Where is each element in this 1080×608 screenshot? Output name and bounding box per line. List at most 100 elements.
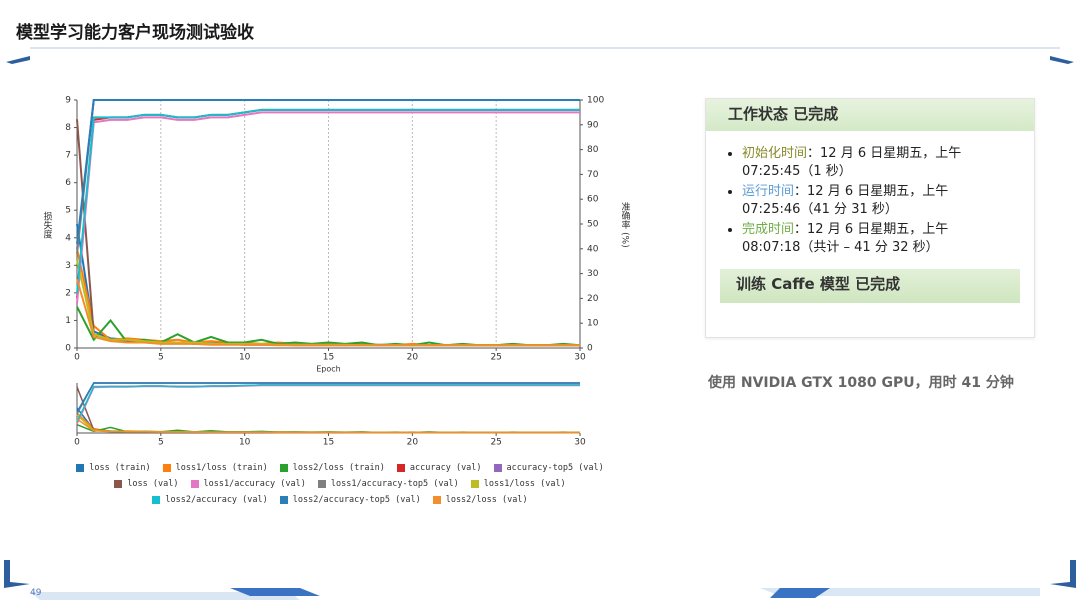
y2-tick-label: 20 [587,294,599,304]
legend-label: loss2/loss (train) [292,463,385,473]
legend-label: loss1/accuracy-top5 (val) [330,479,459,489]
legend-item: loss1/accuracy (val) [190,479,306,489]
legend-label: accuracy-top5 (val) [506,463,604,473]
status-text: ：12 月 6 日星期五，上午 07:25:46（41 分 31 秒） [742,184,949,217]
y2-tick-label: 0 [587,344,593,354]
y-tick-label: 4 [65,233,71,243]
legend-label: loss2/accuracy (val) [165,495,268,505]
legend-swatch [432,496,441,504]
y2-tick-label: 40 [587,244,599,254]
x-axis-label: Epoch [316,365,341,374]
legend-swatch [279,496,288,504]
x-tick-label: 30 [574,353,586,363]
footer-deco [760,588,1040,596]
legend-item: loss2/accuracy-top5 (val) [279,495,421,505]
status-item: 运行时间：12 月 6 日星期五，上午 07:25:46（41 分 31 秒） [742,183,1007,219]
x-tick-label: 15 [323,438,334,448]
legend-swatch [114,480,123,488]
legend-swatch [152,496,161,504]
y-tick-label: 2 [65,288,71,298]
legend-item: accuracy (val) [396,463,482,473]
legend-swatch [493,464,502,472]
legend-item: loss2/accuracy (val) [152,495,268,505]
legend-swatch [162,464,171,472]
y2-tick-label: 50 [587,220,599,230]
legend-label: loss (train) [89,463,151,473]
x-tick-label: 5 [158,353,164,363]
y2-axis-label: 准确率 (%) [620,202,631,248]
x-tick-label: 15 [323,353,334,363]
legend-item: loss2/loss (train) [279,463,385,473]
overview-line [76,414,580,434]
y2-tick-label: 80 [587,145,599,155]
legend-item: loss1/loss (train) [162,463,268,473]
legend-item: accuracy-top5 (val) [493,463,604,473]
task-status: 训练 Caffe 模型 已完成 [720,269,1020,303]
legend-swatch [190,480,199,488]
x-tick-label: 0 [74,353,80,363]
series-line [76,99,580,249]
status-panel: 工作状态 已完成 初始化时间：12 月 6 日星期五，上午 07:25:45（1… [705,98,1035,338]
overview-line [76,384,580,423]
legend-item: loss (train) [76,463,151,473]
caption: 使用 NVIDIA GTX 1080 GPU，用时 41 分钟 [708,375,1014,391]
footer-deco [770,588,830,598]
corner-deco [1050,56,1074,64]
status-text: ：12 月 6 日星期五，上午 07:25:45（1 秒） [742,146,962,179]
y-tick-label: 5 [65,206,71,216]
legend-label: loss1/loss (train) [175,463,268,473]
overview-line [76,412,580,434]
status-label: 运行时间 [742,184,795,199]
overview-line [76,384,580,424]
legend-label: loss (val) [127,479,179,489]
legend-swatch [470,480,479,488]
x-tick-label: 20 [407,353,419,363]
status-label: 完成时间 [742,222,795,237]
legend-label: loss2/loss (val) [445,495,528,505]
overview-line [76,382,580,414]
y-tick-label: 3 [65,261,71,271]
overview-line [76,384,580,425]
overview-line [76,386,580,434]
corner-deco [4,560,30,588]
legend-item: loss1/loss (val) [470,479,566,489]
y2-tick-label: 70 [587,170,599,180]
legend-item: loss (val) [114,479,179,489]
overview-line [76,382,580,415]
x-tick-label: 20 [407,438,419,448]
status-list: 初始化时间：12 月 6 日星期五，上午 07:25:45（1 秒）运行时间：1… [742,145,1007,257]
status-label: 初始化时间 [742,146,808,161]
overview-line [76,407,580,434]
series-line [76,111,580,304]
legend-label: loss1/accuracy (val) [203,479,306,489]
x-tick-label: 5 [158,438,164,448]
corner-deco [6,56,30,64]
y-tick-label: 9 [65,96,71,106]
x-tick-label: 25 [490,438,501,448]
x-tick-label: 10 [239,438,251,448]
legend-label: accuracy (val) [409,463,482,473]
y2-tick-label: 10 [587,319,599,329]
slide-title: 模型学习能力客户现场测试验收 [16,23,254,43]
y-tick-label: 0 [65,344,71,354]
legend-swatch [396,464,405,472]
series-line [76,108,580,294]
panel-title: 工作状态 已完成 [706,99,1034,131]
legend-swatch [317,480,326,488]
legend-label: loss2/accuracy-top5 (val) [292,495,421,505]
legend-label: loss1/loss (val) [483,479,566,489]
overview-line [76,418,580,434]
y-tick-label: 6 [65,178,71,188]
footer-deco [30,592,300,600]
y2-tick-label: 90 [587,120,599,130]
legend: loss (train) loss1/loss (train) loss2/loss… [60,463,620,505]
legend-swatch [279,464,288,472]
corner-deco [1050,560,1076,588]
y-tick-label: 7 [65,151,71,161]
legend-item: loss2/loss (val) [432,495,528,505]
y2-tick-label: 100 [587,96,604,106]
series-line [76,99,580,244]
footer-deco [230,588,320,596]
status-text: ：12 月 6 日星期五，上午 08:07:18（共计 – 41 分 32 秒） [742,222,949,255]
